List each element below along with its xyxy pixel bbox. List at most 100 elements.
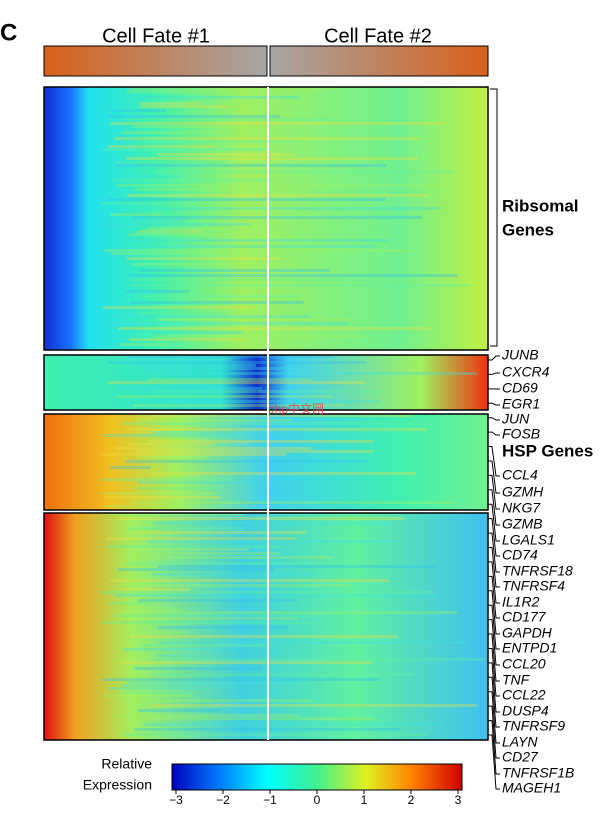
gene-label: TNFRSF1B (502, 765, 574, 781)
gene-label: CD177 (502, 609, 547, 625)
heatmap-row (104, 694, 192, 697)
heatmap-row (150, 331, 244, 334)
group-label: Ribsomal (502, 196, 579, 215)
heatmap-row (137, 531, 306, 534)
heatmap-row (103, 434, 249, 437)
colorbar-tick-label: 2 (408, 793, 415, 807)
heatmap-row (136, 487, 219, 490)
heatmap-row (126, 460, 367, 463)
heatmap-row (101, 478, 234, 481)
heatmap-row (103, 306, 254, 309)
header-bar (44, 46, 267, 76)
heatmap-row (105, 505, 188, 508)
heatmap-row (127, 556, 332, 559)
heatmap-row (104, 223, 251, 226)
gene-label: DUSP4 (502, 703, 549, 719)
heatmap-row (124, 733, 426, 736)
heatmap-row (158, 565, 438, 568)
heatmap-row (121, 131, 266, 134)
heatmap-row (135, 188, 307, 191)
heatmap-row (101, 202, 187, 205)
gene-label: TNFRSF18 (502, 563, 573, 579)
heatmap-row (129, 338, 244, 341)
heatmap-row (110, 213, 161, 216)
heatmap-row (139, 102, 202, 105)
heatmap-row (115, 447, 312, 450)
heatmap-row (103, 678, 379, 681)
heatmap-row (124, 358, 231, 361)
heatmap-row (157, 153, 294, 156)
gene-label: CCL4 (502, 467, 538, 483)
heatmap-row (111, 322, 348, 325)
heatmap-row (158, 641, 466, 644)
gene-connector (488, 373, 500, 374)
gene-label: GZMB (502, 516, 542, 532)
heatmap-row (151, 472, 416, 475)
heatmap-row (108, 361, 367, 364)
heatmap-row (139, 608, 181, 611)
heatmap-row (114, 594, 439, 597)
heatmap-row (114, 137, 419, 140)
heatmap-row (132, 501, 455, 504)
heatmap-row (153, 372, 477, 375)
heatmap-row (126, 257, 279, 260)
heatmap-row (106, 545, 282, 548)
heatmap-row (154, 335, 365, 338)
heatmap-row (135, 96, 298, 99)
gene-label: CXCR4 (502, 364, 550, 380)
gene-label: TNFRSF4 (502, 578, 565, 594)
heatmap-row (102, 621, 311, 624)
heatmap-row (116, 161, 227, 164)
gene-label: TNFRSF9 (502, 718, 565, 734)
heatmap-row (120, 343, 168, 346)
heatmap-row (140, 269, 330, 272)
heatmap-row (130, 301, 303, 304)
heatmap-row (116, 164, 386, 167)
gene-connector (488, 403, 500, 405)
heatmap-row (139, 295, 296, 298)
gene-label: JUN (501, 411, 530, 427)
gene-label: CD74 (502, 547, 538, 563)
heatmap-row (138, 709, 222, 712)
gene-label: MAGEH1 (502, 780, 561, 796)
heatmap-row (147, 540, 395, 543)
heatmap-row (110, 466, 151, 469)
colorbar-tick-label: −1 (263, 793, 277, 807)
gene-label: EGR1 (502, 396, 540, 412)
heatmap-row (126, 157, 418, 160)
heatmap-row (128, 274, 458, 277)
heatmap-row (108, 198, 386, 201)
gene-connector (488, 356, 500, 360)
heatmap-row (130, 635, 398, 638)
heatmap-row (150, 658, 485, 661)
heatmap-row (118, 327, 430, 330)
heatmap-row (150, 673, 414, 676)
gene-label: TNF (502, 672, 531, 688)
heatmap-row (130, 219, 186, 222)
colorbar-tick-label: 0 (314, 793, 321, 807)
colorbar (172, 764, 462, 790)
header-right: Cell Fate #2 (324, 25, 432, 47)
header-left: Cell Fate #1 (102, 25, 210, 47)
heatmap-row (105, 249, 409, 252)
heatmap-row (114, 614, 324, 617)
heatmap-row (112, 315, 310, 318)
group-label: Genes (502, 220, 554, 239)
gene-label: FOSB (502, 426, 540, 442)
gene-label: ENTPD1 (502, 640, 557, 656)
heatmap (44, 87, 488, 740)
heatmap-row (108, 381, 365, 384)
colorbar-title: Expression (83, 777, 152, 793)
heatmap-row (152, 573, 316, 576)
watermark: php中文网 (268, 401, 324, 416)
heatmap-row (120, 691, 191, 694)
heatmap-row (108, 602, 152, 605)
heatmap-row (132, 263, 298, 266)
heatmap-row (153, 522, 395, 525)
heatmap-row (133, 175, 180, 178)
heatmap-row (143, 723, 445, 726)
heatmap-row (156, 170, 454, 173)
heatmap-row (111, 109, 166, 112)
heatmap-row (111, 252, 242, 255)
